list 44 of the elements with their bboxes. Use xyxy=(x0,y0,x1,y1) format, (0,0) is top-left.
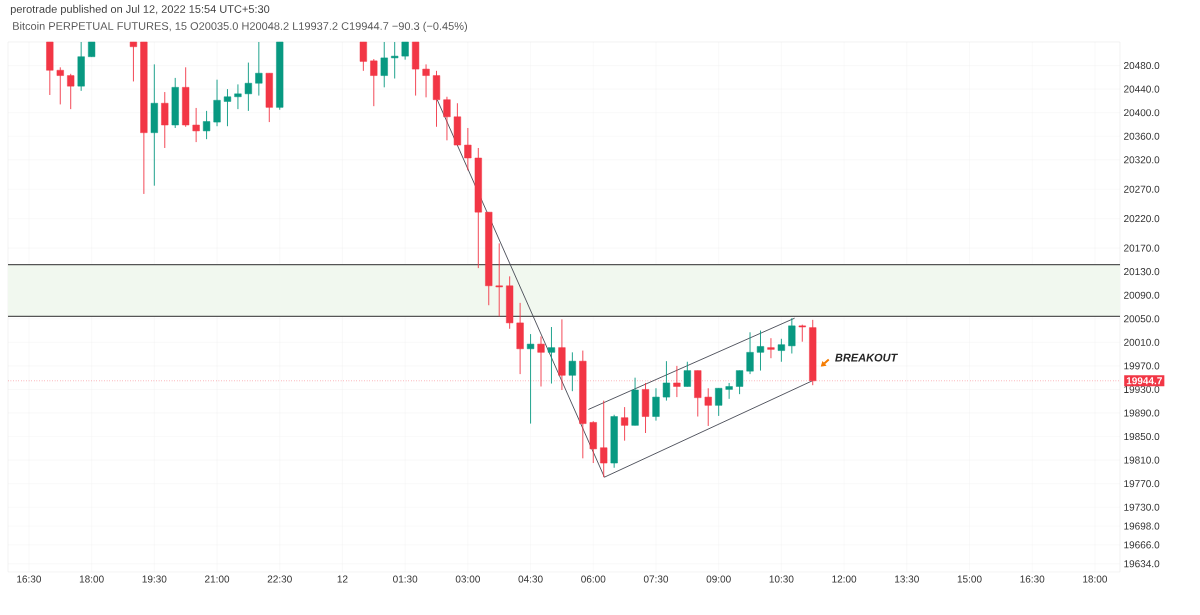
y-tick-label: 19730.0 xyxy=(1124,503,1160,511)
y-tick-label: 19770.0 xyxy=(1124,480,1160,488)
x-tick-label: 01:30 xyxy=(393,575,418,583)
x-tick-label: 16:30 xyxy=(1020,575,1045,583)
y-tick-label: 19850.0 xyxy=(1124,433,1160,441)
x-tick-label: 09:00 xyxy=(706,575,731,583)
x-tick-label: 18:00 xyxy=(79,575,104,583)
x-tick-label: 06:00 xyxy=(581,575,606,583)
y-tick-label: 19666.0 xyxy=(1124,541,1160,549)
y-tick-label: 19698.0 xyxy=(1124,522,1160,530)
y-tick-label: 20050.0 xyxy=(1124,315,1160,323)
y-tick-label: 20440.0 xyxy=(1124,85,1160,93)
y-tick-label: 19930.0 xyxy=(1124,385,1160,393)
y-tick-label: 19970.0 xyxy=(1124,362,1160,370)
y-tick-label: 19634.0 xyxy=(1124,560,1160,568)
y-tick-label: 19810.0 xyxy=(1124,456,1160,464)
y-tick-label: 20360.0 xyxy=(1124,132,1160,140)
x-tick-label: 15:00 xyxy=(957,575,982,583)
y-tick-label: 20480.0 xyxy=(1124,62,1160,70)
x-tick-label: 18:00 xyxy=(1083,575,1108,583)
y-tick-label: 20170.0 xyxy=(1124,244,1160,252)
x-tick-label: 16:30 xyxy=(17,575,42,583)
x-tick-label: 22:30 xyxy=(267,575,292,583)
chart-subtitle: Bitcoin PERPETUAL FUTURES, 15 O20035.0 H20048.2 L19937.2 C19944.7 −90.3 (−0.45%) xyxy=(13,21,468,33)
y-tick-label: 20320.0 xyxy=(1124,156,1160,164)
y-tick-label: 20130.0 xyxy=(1124,268,1160,276)
chart-title: perotrade published on Jul 12, 2022 15:54 UTC+5:30 xyxy=(10,4,270,16)
y-tick-label: 19890.0 xyxy=(1124,409,1160,417)
x-tick-label: 12:00 xyxy=(832,575,857,583)
ref-line-label: 19944.7 xyxy=(1126,377,1162,385)
y-tick-label: 20220.0 xyxy=(1124,215,1160,223)
y-tick-label: 20090.0 xyxy=(1124,291,1160,299)
x-tick-label: 21:00 xyxy=(205,575,230,583)
y-tick-label: 20400.0 xyxy=(1124,109,1160,117)
x-tick-label: 07:30 xyxy=(643,575,669,583)
y-tick-label: 20010.0 xyxy=(1124,338,1160,346)
annotation: BREAKOUT xyxy=(835,353,899,362)
y-tick-label: 20270.0 xyxy=(1124,185,1160,193)
x-tick-label: 13:30 xyxy=(895,575,919,583)
x-tick-label: 19:30 xyxy=(142,575,167,583)
x-tick-label: 04:30 xyxy=(518,575,543,583)
x-tick-label: 12 xyxy=(337,575,348,583)
x-tick-label: 10:30 xyxy=(769,575,794,583)
x-tick-label: 03:00 xyxy=(455,575,480,583)
